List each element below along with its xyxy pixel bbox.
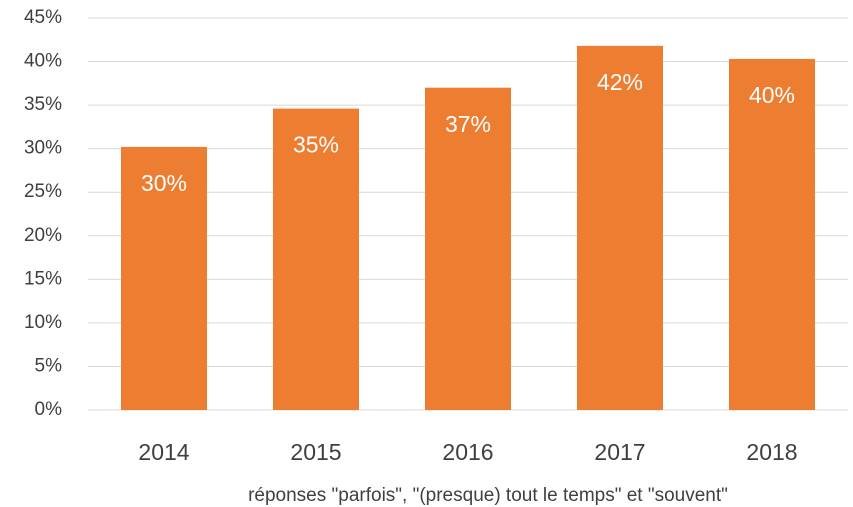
data-label: 37%	[445, 111, 491, 137]
y-tick-label: 25%	[24, 181, 62, 202]
bar	[425, 87, 511, 410]
x-tick-label: 2018	[746, 439, 797, 465]
bar	[577, 45, 663, 411]
y-tick-label: 40%	[24, 51, 62, 72]
bar	[121, 146, 207, 410]
x-tick-label: 2015	[290, 439, 341, 465]
y-tick-label: 10%	[24, 312, 62, 333]
y-tick-label: 15%	[24, 268, 62, 289]
x-tick-label: 2017	[594, 439, 645, 465]
x-tick-label: 2014	[138, 439, 189, 465]
data-label: 35%	[293, 132, 339, 158]
y-tick-label: 0%	[35, 399, 63, 420]
x-tick-label: 2016	[442, 439, 493, 465]
x-axis-label: réponses "parfois", "(presque) tout le t…	[248, 485, 728, 506]
y-tick-label: 45%	[24, 7, 62, 28]
y-tick-label: 30%	[24, 138, 62, 159]
data-label: 40%	[749, 82, 795, 108]
y-tick-label: 35%	[24, 94, 62, 115]
y-tick-label: 5%	[35, 355, 63, 376]
bar	[273, 108, 359, 411]
bar	[729, 58, 815, 410]
data-label: 42%	[597, 69, 643, 95]
data-label: 30%	[141, 170, 187, 196]
y-tick-label: 20%	[24, 225, 62, 246]
